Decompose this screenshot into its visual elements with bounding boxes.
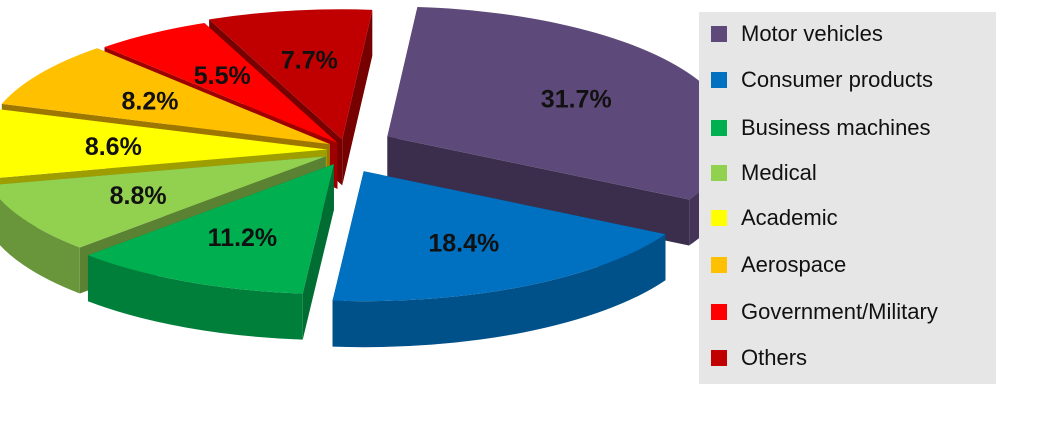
- slice-value-label: 8.2%: [122, 88, 179, 116]
- legend-swatch: [711, 304, 727, 320]
- legend-label: Medical: [741, 160, 817, 185]
- legend-item: Government/Military: [711, 299, 938, 325]
- legend-item: Aerospace: [711, 252, 846, 278]
- slice-value-label: 5.5%: [194, 62, 251, 90]
- legend-label: Others: [741, 345, 808, 370]
- slice-value-label: 18.4%: [428, 229, 499, 257]
- pie-slice-top: [87, 164, 334, 294]
- pie-slice-top: [1, 48, 330, 145]
- legend-swatch: [711, 165, 727, 181]
- slice-value-label: 11.2%: [208, 224, 278, 252]
- pie-slice-top: [209, 9, 373, 140]
- legend-swatch: [711, 26, 727, 42]
- chart-legend: Motor vehicles Consumer products Business …: [699, 12, 996, 384]
- legend-swatch: [711, 72, 727, 88]
- legend-item: Others: [711, 345, 807, 371]
- pie-slice-top: [0, 109, 328, 178]
- pie-slice-wall: [342, 9, 373, 186]
- pie-slice: [387, 6, 733, 246]
- pie-slice: [332, 171, 666, 348]
- legend-label: Aerospace: [741, 252, 847, 277]
- legend-item: Motor vehicles: [711, 21, 883, 47]
- pie-slice: [87, 164, 334, 340]
- pie-slice-side: [87, 255, 303, 340]
- legend-swatch: [711, 257, 727, 273]
- legend-item: Consumer products: [711, 67, 933, 93]
- legend-swatch: [711, 210, 727, 226]
- pie-slice-top: [0, 156, 326, 248]
- legend-item: Medical: [711, 160, 817, 186]
- pie-slice-top: [332, 171, 666, 302]
- pie-slice-side: [0, 199, 80, 294]
- legend-label: Government/Military: [741, 299, 938, 324]
- legend-item: Business machines: [711, 115, 931, 141]
- slice-value-label: 7.7%: [281, 47, 338, 75]
- slice-value-label: 8.8%: [110, 182, 167, 210]
- legend-swatch: [711, 350, 727, 366]
- legend-swatch: [711, 120, 727, 136]
- pie-slices: [0, 6, 733, 348]
- legend-label: Motor vehicles: [741, 21, 883, 46]
- slice-value-label: 31.7%: [541, 86, 612, 114]
- pie-slice-top: [387, 6, 733, 200]
- legend-label: Consumer products: [741, 67, 933, 92]
- pie-slice-side: [332, 234, 666, 348]
- legend-label: Academic: [741, 205, 838, 230]
- pie-slice-top: [104, 22, 338, 143]
- legend-label: Business machines: [741, 115, 931, 140]
- slice-value-label: 8.6%: [85, 133, 142, 161]
- pie-value-labels: 7.7% 5.5% 8.2% 31.7% 8.6% 8.8% 18.4% 11.2%: [85, 47, 612, 258]
- pie-slice-wall: [387, 136, 690, 246]
- legend-item: Academic: [711, 205, 838, 231]
